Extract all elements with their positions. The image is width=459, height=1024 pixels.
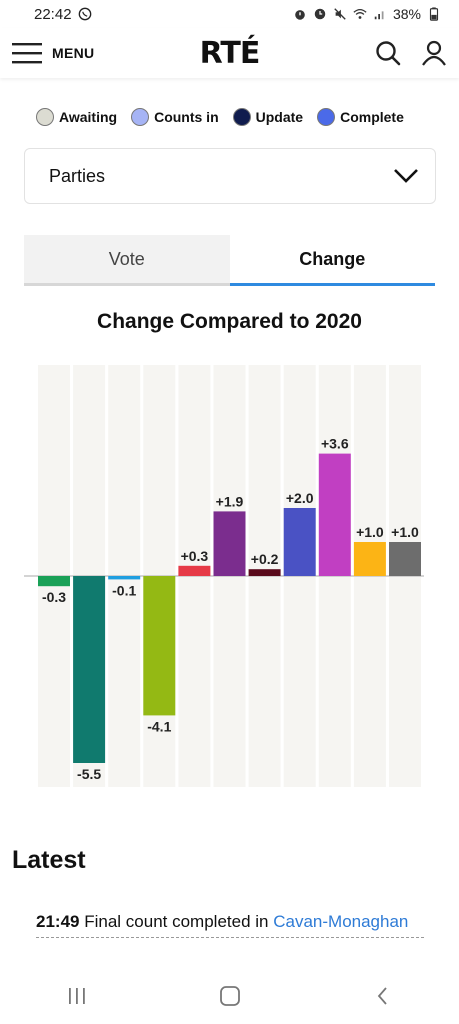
battery-level: 38%	[392, 6, 421, 22]
status-time: 22:42	[34, 5, 72, 23]
search-icon[interactable]	[375, 40, 401, 66]
tab-change[interactable]: Change	[229, 235, 435, 286]
bar-value-label: -5.5	[77, 766, 101, 782]
bar[interactable]	[318, 453, 351, 576]
bar-value-label: +2.0	[286, 490, 314, 506]
bar-value-label: -4.1	[147, 718, 171, 734]
bar[interactable]	[38, 576, 70, 587]
bar[interactable]	[213, 511, 246, 576]
back-icon	[377, 987, 387, 1005]
system-nav-bar	[0, 968, 459, 1024]
menu-label: MENU	[52, 45, 95, 61]
bar-value-label: +1.0	[391, 524, 419, 540]
bar[interactable]	[389, 542, 421, 576]
legend-label: Awaiting	[59, 109, 118, 125]
home-button[interactable]	[200, 976, 260, 1016]
bar-value-label: -0.1	[112, 582, 136, 598]
bar-value-label: +3.6	[321, 436, 349, 452]
legend-label: Update	[255, 109, 304, 125]
rte-logo[interactable]: RTÉ	[199, 35, 261, 71]
signal-icon	[374, 11, 384, 20]
bar-value-label: +1.9	[216, 493, 244, 509]
dropdown-value: Parties	[49, 165, 106, 186]
bar[interactable]	[283, 508, 316, 576]
status-legend: Awaiting Counts in Update Complete	[36, 108, 404, 126]
chevron-down-icon	[394, 169, 418, 183]
bar[interactable]	[108, 576, 141, 580]
alarm-icon	[295, 10, 305, 20]
chart-title: Change Compared to 2020	[97, 310, 362, 333]
bar[interactable]	[353, 542, 386, 576]
recents-icon	[68, 988, 85, 1004]
legend-dot	[232, 108, 251, 126]
bar[interactable]	[143, 576, 176, 716]
back-button[interactable]	[353, 976, 413, 1016]
status-bar: 22:42 38%	[0, 0, 459, 28]
user-icon[interactable]	[421, 40, 447, 66]
tab-vote[interactable]: Vote	[24, 235, 230, 286]
bar[interactable]	[178, 565, 211, 576]
legend-dot	[131, 108, 150, 126]
app-header: MENU RTÉ	[0, 28, 459, 78]
bar[interactable]	[248, 569, 281, 576]
home-icon	[219, 986, 240, 1006]
whatsapp-icon	[78, 7, 91, 21]
change-bar-chart: -0.3 -5.5 -0.1 -4.1 +0.3 +1.9 +0.2 +2.0 +3.6 +1.0…	[24, 365, 424, 787]
legend-item-update: Update	[232, 108, 304, 126]
clock-icon	[314, 8, 326, 20]
hamburger-icon	[12, 43, 42, 64]
bar-value-label: -0.3	[42, 589, 66, 605]
legend-item-awaiting: Awaiting	[36, 108, 117, 126]
legend-dot	[317, 108, 336, 126]
latest-item: 21:49 Final count completed in Cavan-Mon…	[36, 909, 424, 938]
battery-icon	[429, 7, 439, 21]
mute-icon	[334, 8, 346, 20]
legend-item-complete: Complete	[317, 108, 404, 126]
bar[interactable]	[73, 576, 106, 763]
latest-heading: Latest	[12, 846, 86, 874]
view-tabs: Vote Change	[24, 235, 435, 286]
recent-apps-button[interactable]	[47, 976, 107, 1016]
legend-dot	[36, 108, 54, 126]
bar-value-label: +1.0	[356, 524, 384, 540]
menu-button[interactable]: MENU	[12, 42, 94, 64]
legend-label: Counts in	[154, 109, 219, 125]
bar-value-label: +0.3	[181, 548, 209, 564]
bar-value-label: +0.2	[251, 551, 279, 567]
legend-item-counts-in: Counts in	[131, 108, 219, 126]
latest-link[interactable]: Cavan-Monaghan	[273, 912, 409, 931]
latest-text: Final count completed in	[84, 912, 269, 931]
legend-label: Complete	[340, 109, 404, 125]
party-select-dropdown[interactable]: Parties	[24, 148, 436, 204]
wifi-icon	[353, 8, 367, 19]
latest-time: 21:49	[36, 912, 80, 931]
